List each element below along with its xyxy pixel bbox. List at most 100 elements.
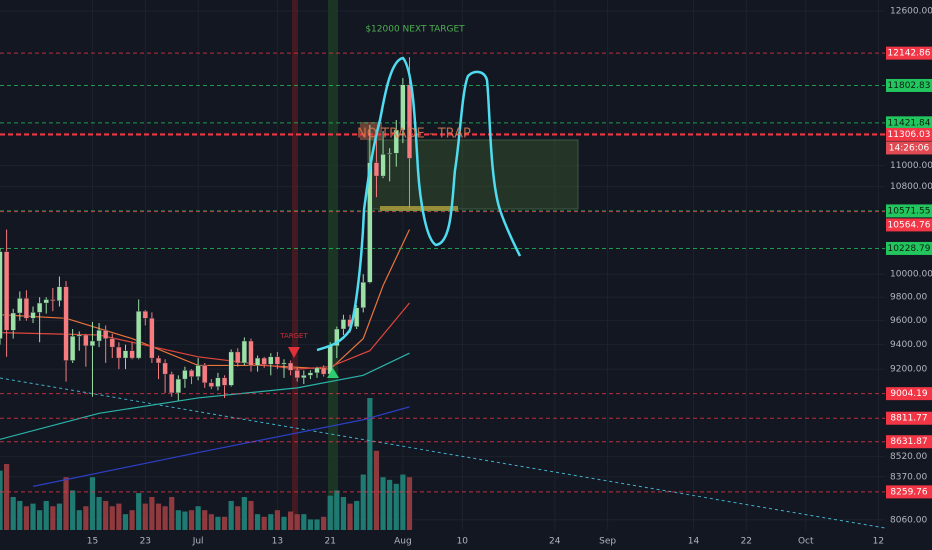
zone-box xyxy=(367,139,579,210)
level-label: 11421.84 xyxy=(888,118,931,128)
volume-bar xyxy=(182,511,188,530)
volume-bar xyxy=(307,519,314,530)
level-label: 9004.19 xyxy=(890,389,927,399)
candle-body xyxy=(96,330,102,342)
level-label: 10228.79 xyxy=(888,244,931,254)
volume-bar xyxy=(254,514,261,530)
volume-bar xyxy=(37,510,43,530)
volume-bar xyxy=(175,510,181,530)
candle-body xyxy=(76,334,82,337)
level-label-box xyxy=(886,116,932,130)
volume-bar xyxy=(400,474,406,530)
volume-bar xyxy=(235,506,241,530)
annotation: TARGET xyxy=(279,332,308,340)
volume-bar xyxy=(228,500,234,530)
candle-body xyxy=(380,154,386,177)
volume-bar xyxy=(281,516,287,530)
volume-bar xyxy=(83,506,89,530)
candle-body xyxy=(89,340,96,347)
buy-marker xyxy=(327,368,339,378)
candle-body xyxy=(83,334,89,347)
candle-body xyxy=(314,367,320,374)
candle-body xyxy=(248,340,254,366)
candle-body xyxy=(182,370,188,380)
volume-bar xyxy=(393,483,399,530)
volume-bar xyxy=(241,497,247,530)
volume-bar xyxy=(56,503,63,530)
volume-bar xyxy=(23,506,30,530)
volume-bar xyxy=(96,497,102,530)
price-label: 11306.03 xyxy=(888,130,931,140)
y-tick-label: 9400.00 xyxy=(890,340,927,350)
y-tick-label: 8370.00 xyxy=(890,472,927,482)
candle-body xyxy=(149,318,155,359)
candle-body xyxy=(195,365,201,377)
volume-bar xyxy=(155,503,162,530)
x-tick-label: 14 xyxy=(688,537,700,547)
countdown: 14:26:06 xyxy=(889,143,930,153)
green-vertical-band xyxy=(328,0,338,530)
x-tick-label: Aug xyxy=(394,537,412,547)
volume-bar xyxy=(169,497,175,530)
candle-body xyxy=(241,340,247,364)
x-tick-label: Sep xyxy=(599,537,616,547)
candle-body xyxy=(37,302,43,313)
candle-body xyxy=(17,298,23,314)
candle-body xyxy=(261,357,267,365)
sell-marker xyxy=(288,347,300,358)
volume-bar xyxy=(380,477,386,530)
candle-body xyxy=(294,370,300,379)
level-label-box xyxy=(886,78,932,92)
volume-bar xyxy=(354,500,360,530)
candle-body xyxy=(268,356,274,365)
volume-bar xyxy=(103,500,109,530)
candle-body xyxy=(340,319,347,330)
levels xyxy=(0,52,885,493)
candle-body xyxy=(63,286,69,361)
candle-body xyxy=(254,357,261,366)
volume-bar xyxy=(0,470,3,530)
candle-body xyxy=(142,311,148,319)
candle-body xyxy=(321,367,327,375)
volume-bar xyxy=(76,510,82,530)
volume-bar xyxy=(347,503,353,530)
candle-body xyxy=(122,350,129,359)
y-tick-label: 10800.00 xyxy=(890,182,932,192)
y-tick-label: 11000.00 xyxy=(890,161,932,171)
level-label-box xyxy=(886,218,932,232)
level-label-box xyxy=(886,435,932,449)
volume-bar xyxy=(202,510,208,530)
candle-body xyxy=(56,286,63,301)
y-tick-label: 8060.00 xyxy=(890,515,927,525)
volume-bar xyxy=(195,506,201,530)
indicator-line xyxy=(0,352,410,440)
candle-body xyxy=(4,251,10,331)
candle-body xyxy=(109,338,115,348)
candle-body xyxy=(30,312,36,319)
level-label: 12142.86 xyxy=(888,49,931,59)
volume-bar xyxy=(314,519,320,530)
candle-body xyxy=(287,362,294,371)
candle-body xyxy=(235,351,241,364)
candle-body xyxy=(43,299,49,304)
volume-bar xyxy=(340,497,347,530)
volume-bar xyxy=(63,477,69,530)
candle-body xyxy=(116,346,122,359)
volume-bar xyxy=(215,516,221,530)
volume-bar xyxy=(261,516,267,530)
annotations: $12000 NEXT TARGET NO TRADE - TRAP TARGET xyxy=(279,25,471,378)
annotation: $12000 NEXT TARGET xyxy=(365,25,465,35)
y-tick-label: 9200.00 xyxy=(890,365,927,375)
level-label: 8811.77 xyxy=(890,414,927,424)
volume-bar xyxy=(17,500,23,530)
level-label-box xyxy=(886,46,932,60)
candle-body xyxy=(50,299,56,301)
red-vertical-band xyxy=(292,0,298,530)
volume-bar xyxy=(334,490,340,530)
candle-body xyxy=(188,370,195,377)
candle-body xyxy=(373,162,380,177)
volume-bar xyxy=(360,474,366,530)
volume-bar xyxy=(268,514,274,530)
volume-bar xyxy=(287,511,294,530)
